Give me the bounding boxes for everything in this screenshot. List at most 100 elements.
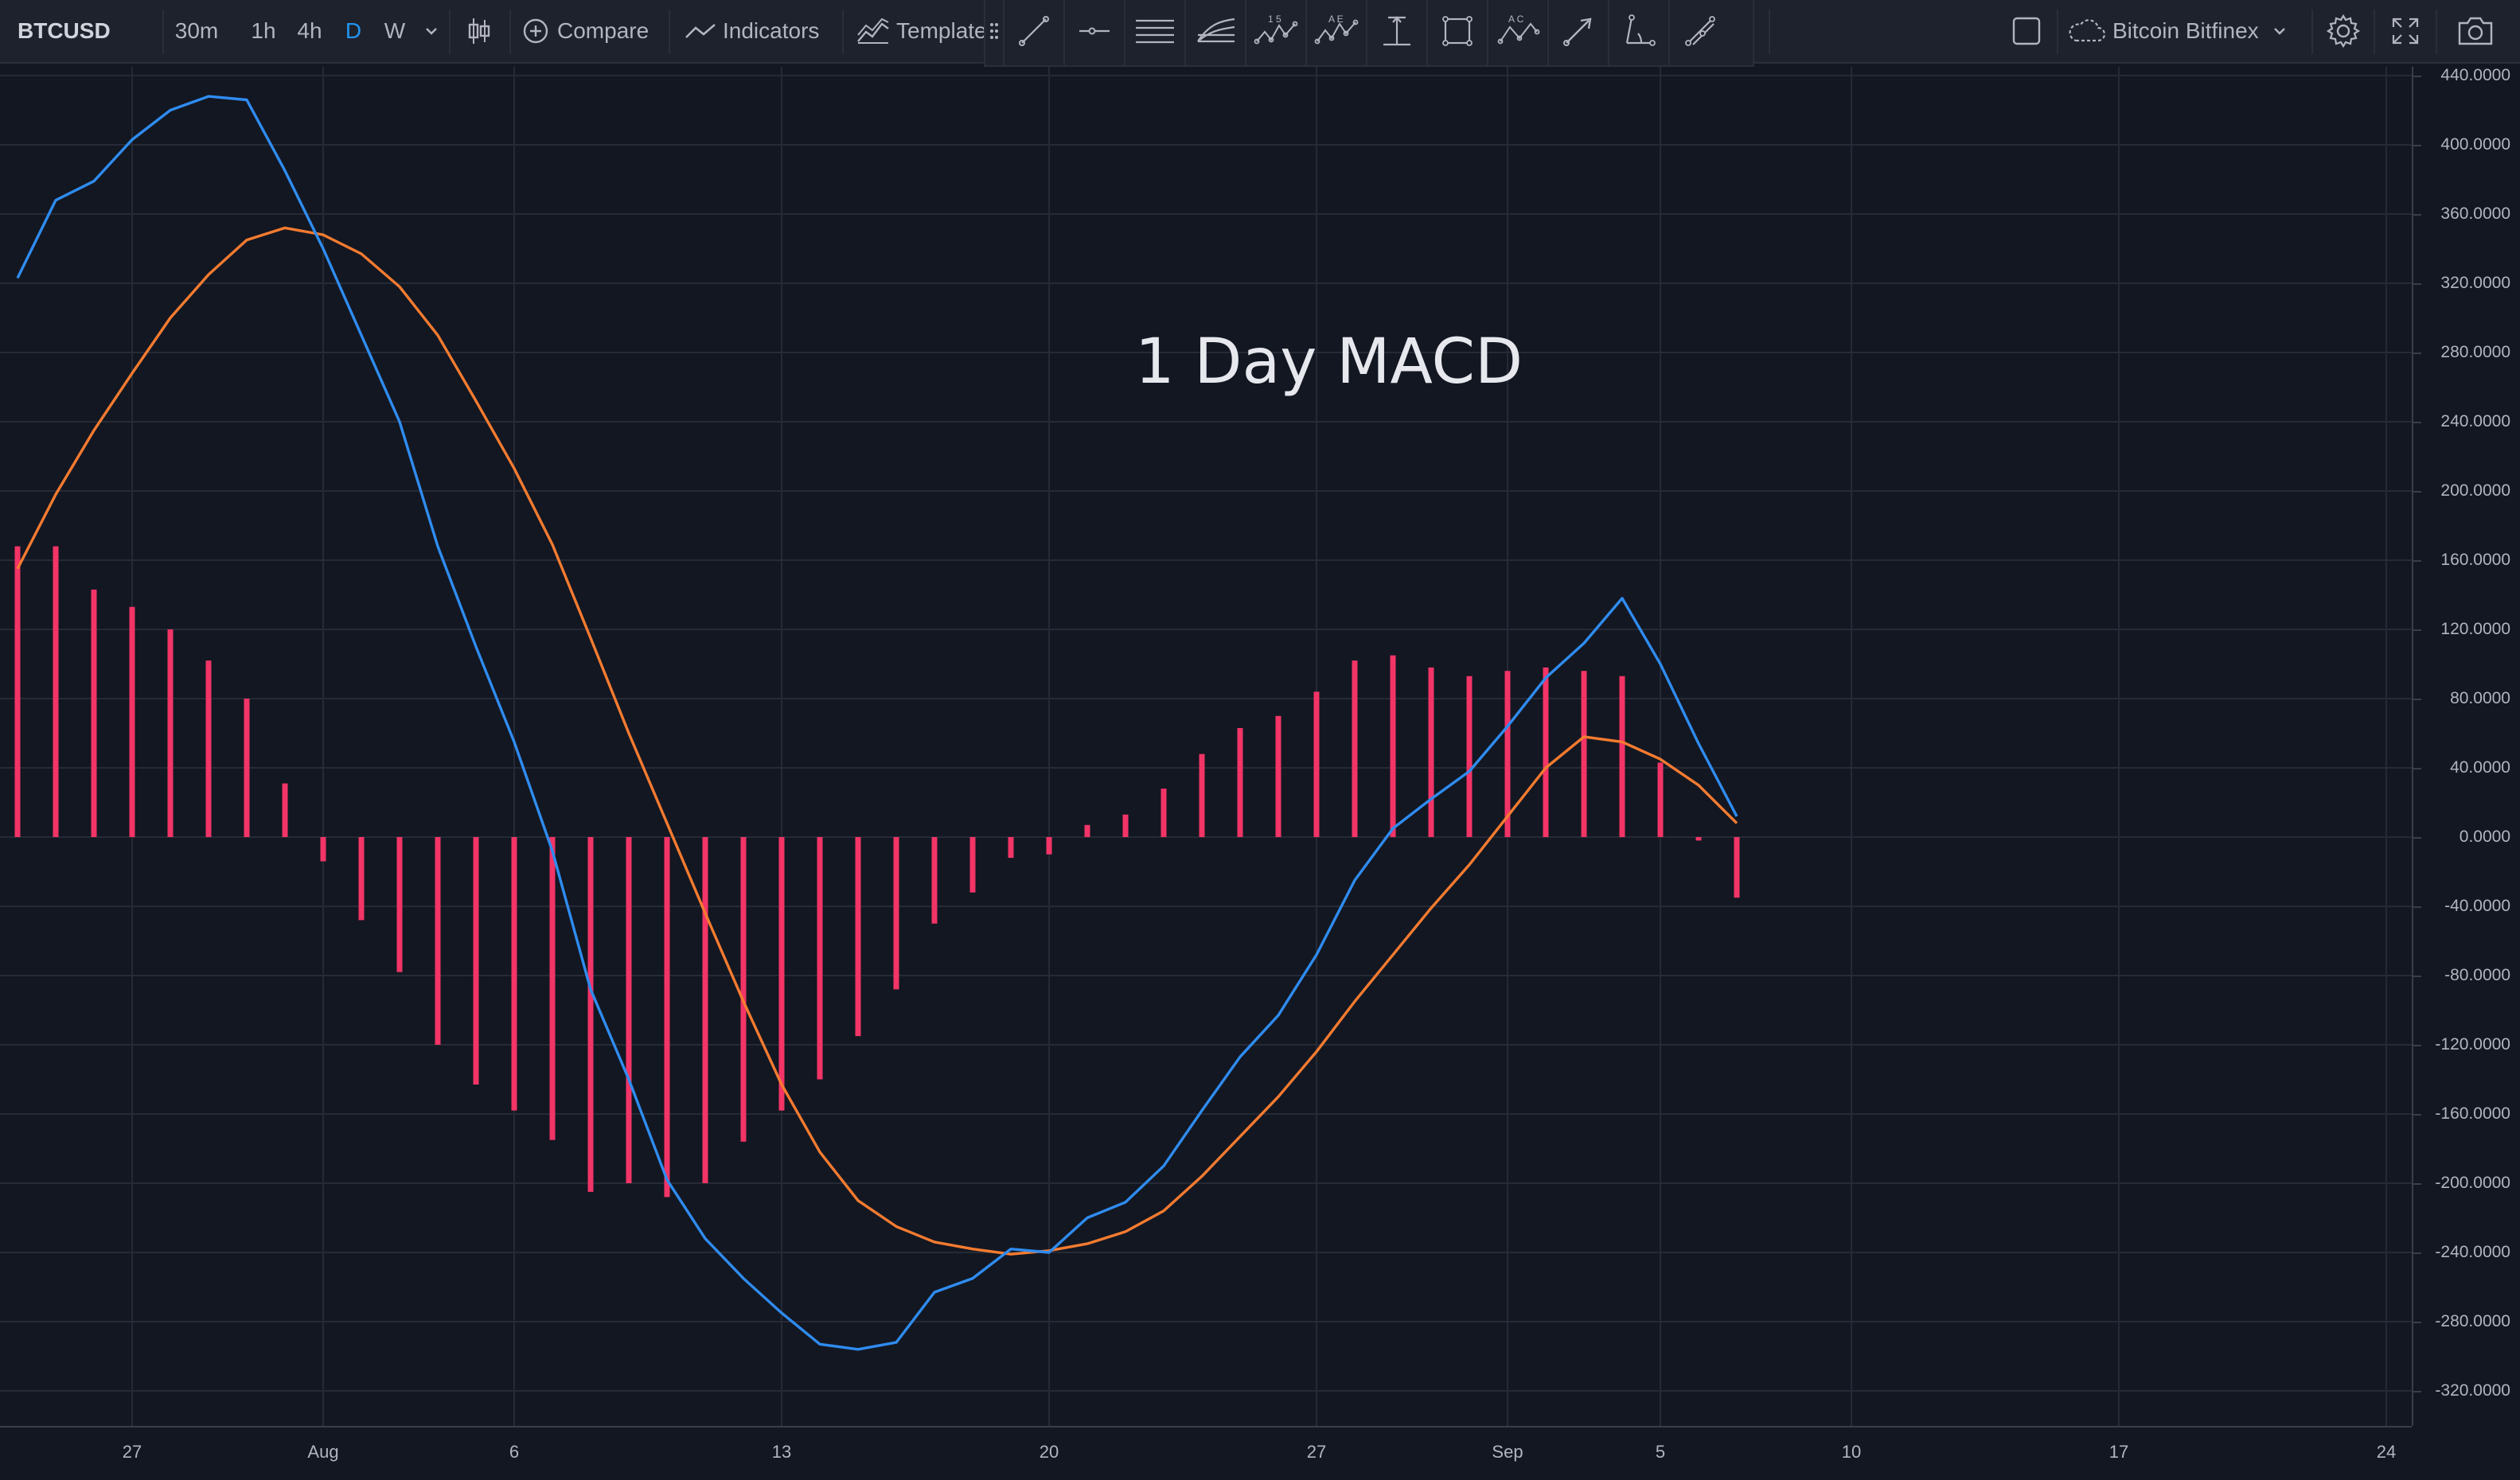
price-axis-tick (2413, 352, 2421, 354)
drawing-tool-arrow[interactable] (1549, 0, 1609, 65)
timeframe-d[interactable]: D (345, 18, 362, 43)
histogram-bar (1581, 671, 1587, 837)
histogram-bar (1734, 837, 1740, 898)
rectangle-tool-icon (1439, 13, 1476, 53)
drawing-tool-elliott-15[interactable]: 1 5 (1246, 0, 1307, 65)
settings-gear-icon[interactable] (2318, 0, 2369, 62)
drawing-tool-pitchfork[interactable] (1186, 0, 1246, 65)
drawing-tool-brush[interactable] (1670, 0, 1730, 65)
time-axis-label: Sep (1492, 1442, 1523, 1462)
drawing-tool-abc-pattern[interactable]: A C (1488, 0, 1549, 65)
toolbar-divider (509, 10, 511, 54)
cloud-icon (2066, 18, 2106, 44)
chart-type-candles-icon[interactable] (455, 0, 503, 62)
histogram-bar (587, 837, 594, 1192)
histogram-bar (53, 546, 59, 837)
timeframe-30m[interactable]: 30m (174, 18, 219, 43)
drawing-tool-horizontal-ray[interactable] (1065, 0, 1125, 65)
toolbar-divider (2311, 10, 2313, 54)
histogram-bar (1161, 789, 1167, 837)
price-axis-label: -80.0000 (2444, 966, 2510, 984)
timeframe-dropdown-chevron-icon[interactable] (417, 0, 446, 62)
horizontal-ray-tool-icon (1076, 13, 1113, 53)
date-price-range-tool-icon (1379, 13, 1415, 53)
toolbar-divider (449, 10, 451, 54)
toolbar-divider (842, 10, 844, 54)
elliott-ae-tool-icon: A E (1314, 13, 1359, 53)
histogram-bar (1390, 655, 1396, 837)
histogram-bar (1313, 691, 1320, 837)
price-axis-label: 40.0000 (2450, 758, 2510, 777)
fullscreen-toggle-square-icon[interactable] (2003, 0, 2050, 62)
price-axis-label: -240.0000 (2435, 1243, 2510, 1261)
price-axis-label: 440.0000 (2440, 66, 2510, 84)
camera-snapshot-icon[interactable] (2445, 0, 2506, 62)
price-axis-tick (2413, 1183, 2421, 1185)
exchange-selector[interactable]: Bitcoin Bitfinex (2066, 0, 2305, 62)
toolbar-divider (2374, 10, 2375, 54)
time-axis-label: 6 (509, 1442, 520, 1462)
price-axis-label: 400.0000 (2440, 135, 2510, 154)
templates-button[interactable]: Template (856, 0, 984, 62)
histogram-bar (626, 837, 632, 1183)
chart-pane[interactable] (0, 67, 2412, 1426)
histogram-bar (1199, 754, 1205, 837)
histogram-bar (91, 589, 97, 837)
exchange-label: Bitcoin Bitfinex (2112, 18, 2259, 43)
svg-text:1 5: 1 5 (1268, 14, 1281, 25)
templates-icon (856, 18, 890, 45)
histogram-bar (1466, 676, 1473, 837)
symbol-search[interactable]: BTCUSD (18, 18, 111, 43)
price-axis-tick (2413, 76, 2421, 77)
drawing-tool-date-price-range[interactable] (1367, 0, 1428, 65)
histogram-bar (893, 837, 899, 990)
histogram-bar (855, 837, 861, 1037)
price-axis-label: 0.0000 (2459, 828, 2510, 846)
indicators-button[interactable]: Indicators (685, 0, 844, 62)
timeframe-w[interactable]: W (384, 18, 406, 43)
chart-annotation-text[interactable]: 1 Day MACD (1135, 326, 1523, 398)
drawing-tool-rectangle[interactable] (1428, 0, 1488, 65)
drawing-tool-trendline[interactable] (1004, 0, 1065, 65)
price-axis-label: -120.0000 (2435, 1035, 2510, 1054)
angle-tool-icon (1621, 13, 1657, 53)
abc-pattern-tool-icon: A C (1496, 13, 1540, 53)
histogram-bar (1275, 715, 1281, 837)
macd-chart[interactable] (0, 67, 2412, 1426)
histogram-bar (702, 837, 708, 1183)
compare-button[interactable]: Compare (522, 0, 657, 62)
drag-handle-grip-icon[interactable] (985, 0, 1004, 65)
histogram-bar (358, 837, 365, 921)
toolbar-divider (162, 10, 164, 54)
price-axis-label: 320.0000 (2440, 274, 2510, 292)
timeframe-1h[interactable]: 1h (251, 18, 276, 43)
histogram-bar (1657, 762, 1664, 837)
drawing-tool-parallel-lines[interactable] (1125, 0, 1186, 65)
histogram-bar (1352, 660, 1358, 837)
histogram-bar (931, 837, 938, 924)
histogram-bar (282, 783, 288, 837)
toolbar-divider (669, 10, 670, 54)
histogram-bar (244, 699, 250, 837)
time-axis[interactable]: 27 Aug 6 13 20 27 Sep 5 10 17 24 (0, 1426, 2412, 1480)
fullscreen-expand-icon[interactable] (2380, 0, 2431, 62)
histogram-bar (1619, 676, 1625, 837)
indicators-label: Indicators (723, 18, 820, 43)
drawing-tool-angle[interactable] (1609, 0, 1670, 65)
time-axis-label: 27 (1306, 1442, 1327, 1462)
compare-plus-icon (522, 18, 549, 45)
price-axis-label: -280.0000 (2435, 1312, 2510, 1330)
timeframe-4h[interactable]: 4h (297, 18, 322, 43)
histogram-bar (129, 606, 135, 837)
pitchfork-tool-icon (1193, 13, 1238, 53)
price-axis-label: -40.0000 (2444, 897, 2510, 915)
price-axis-label: -160.0000 (2435, 1104, 2510, 1123)
toolbar-divider (2057, 10, 2058, 54)
time-axis-label: 24 (2376, 1442, 2397, 1462)
histogram-bar (778, 837, 785, 1111)
price-axis-tick (2413, 214, 2421, 216)
compare-label: Compare (557, 18, 650, 43)
price-axis-label: 200.0000 (2440, 481, 2510, 500)
drawing-tool-elliott-ae[interactable]: A E (1307, 0, 1367, 65)
price-axis[interactable]: 440.0000 400.0000 360.0000 320.0000 280.0000… (2412, 66, 2520, 1426)
